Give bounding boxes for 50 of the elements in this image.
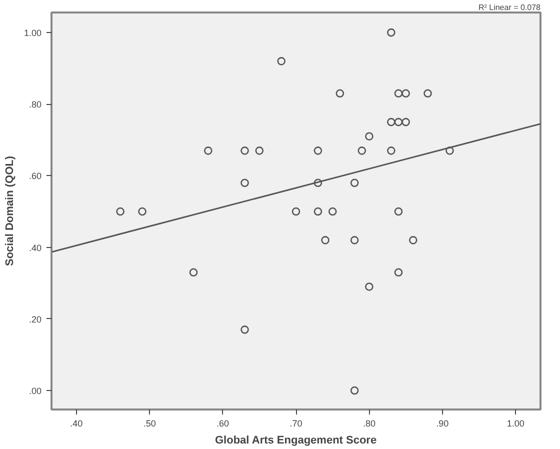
- point: [314, 146, 322, 155]
- point: [408, 236, 418, 244]
- point: [240, 326, 249, 334]
- point: [365, 132, 374, 141]
- point: [350, 236, 359, 244]
- y-axis-title: Social Domain (QOL): [4, 156, 16, 266]
- point: [314, 178, 322, 188]
- x-tick-label: .50: [143, 418, 156, 428]
- point: [402, 89, 410, 98]
- point: [350, 386, 359, 395]
- y-tick-label: 1.00: [24, 28, 42, 38]
- point: [402, 118, 410, 126]
- point: [387, 28, 396, 37]
- point: [424, 89, 432, 98]
- point: [292, 207, 300, 216]
- point: [314, 207, 322, 216]
- point: [387, 146, 396, 155]
- point: [277, 57, 286, 66]
- x-tick-label: 1.00: [506, 418, 524, 428]
- y-tick-label: .00: [28, 386, 42, 396]
- x-axis-title: Global Arts Engagement Score: [215, 434, 377, 446]
- point: [394, 89, 403, 98]
- x-tick-label: .60: [216, 418, 230, 428]
- point: [240, 146, 249, 155]
- y-tick-label: .40: [28, 242, 42, 253]
- point: [365, 282, 374, 291]
- x-tick-label: .90: [436, 418, 449, 428]
- point: [350, 178, 359, 188]
- y-tick-label: .60: [28, 171, 42, 182]
- point: [240, 178, 249, 188]
- point: [321, 236, 330, 244]
- point: [394, 118, 403, 126]
- x-tick-label: .80: [362, 418, 376, 428]
- point: [328, 207, 337, 216]
- x-tick-label: .40: [70, 418, 83, 428]
- point: [189, 268, 198, 277]
- point: [387, 118, 396, 126]
- point: [255, 146, 264, 155]
- point: [358, 146, 366, 155]
- point: [138, 207, 146, 216]
- point: [116, 207, 124, 216]
- x-tick-label: .70: [290, 418, 302, 428]
- y-tick-label: .20: [28, 314, 42, 324]
- point: [446, 146, 454, 155]
- point: [336, 89, 344, 98]
- y-tick-label: .80: [28, 100, 42, 110]
- point: [204, 146, 212, 155]
- point: [394, 268, 403, 277]
- text: R² Linear = 0.078: [478, 3, 542, 12]
- point: [394, 207, 403, 216]
